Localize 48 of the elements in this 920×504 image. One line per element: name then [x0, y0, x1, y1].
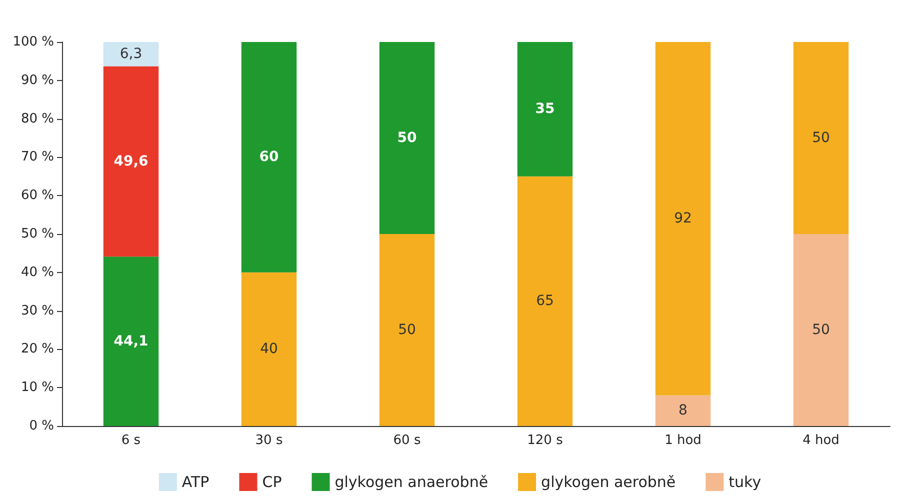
x-tick-label: 1 hod — [664, 433, 702, 448]
y-tick-label: 0 % — [29, 418, 54, 434]
y-tick-label: 90 % — [20, 72, 54, 88]
data-label: 60 — [259, 149, 279, 166]
y-tick-label: 20 % — [20, 342, 54, 357]
bar — [379, 234, 435, 426]
data-label: 49,6 — [114, 153, 148, 170]
bar — [103, 66, 159, 257]
bar — [793, 42, 849, 234]
x-tick-label: 6 s — [121, 433, 141, 448]
legend-label: glykogen aerobně — [541, 473, 676, 491]
bar — [655, 395, 711, 426]
data-label: 8 — [678, 402, 688, 419]
bar — [103, 42, 159, 66]
bar — [655, 42, 711, 396]
x-tick-label: 4 hod — [802, 433, 840, 448]
data-label: 92 — [674, 210, 692, 227]
data-label: 6,3 — [120, 46, 142, 62]
bar — [379, 42, 435, 234]
data-label: 35 — [535, 101, 555, 118]
y-tick-label: 100 % — [12, 34, 54, 50]
data-label: 50 — [812, 130, 830, 146]
legend-label: tuky — [728, 473, 762, 491]
y-tick-label: 10 % — [20, 380, 54, 396]
x-tick-label: 120 s — [527, 433, 564, 448]
bar — [241, 272, 297, 426]
data-label: 40 — [260, 341, 278, 358]
y-tick-label: 80 % — [20, 111, 54, 126]
bar — [517, 42, 573, 176]
x-tick-label: 60 s — [393, 433, 421, 448]
y-tick-label: 60 % — [20, 188, 54, 204]
legend-label: ATP — [182, 473, 210, 491]
y-tick-label: 70 % — [20, 150, 54, 165]
legend-label: glykogen anaerobně — [334, 473, 488, 491]
bar — [103, 256, 159, 426]
data-label: 65 — [536, 293, 554, 310]
data-label: 50 — [398, 322, 416, 338]
bar — [793, 234, 849, 426]
data-label: 50 — [397, 130, 417, 146]
x-tick-label: 30 s — [255, 433, 283, 448]
legend-label: CP — [262, 473, 282, 491]
y-tick-label: 40 % — [20, 264, 54, 280]
data-label: 44,1 — [114, 333, 148, 350]
y-tick-label: 30 % — [20, 303, 54, 318]
data-label: 50 — [812, 322, 830, 338]
y-tick-label: 50 % — [20, 226, 54, 242]
bar — [241, 42, 297, 272]
bar — [517, 176, 573, 426]
